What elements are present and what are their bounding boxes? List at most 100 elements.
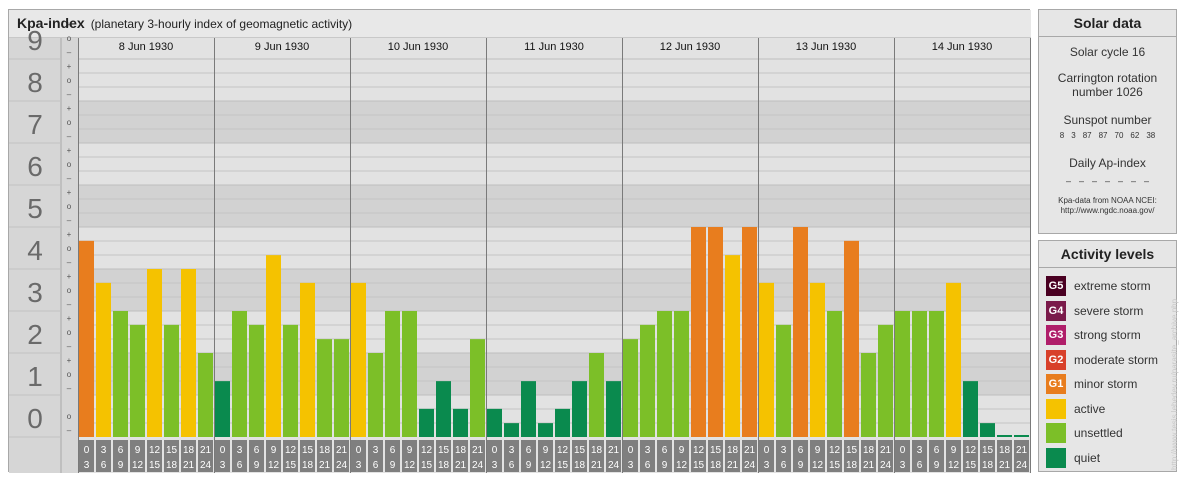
kpa-bar[interactable] [402,311,417,437]
kpa-bar[interactable] [725,255,740,437]
interval-end-label: 15 [285,460,297,471]
interval-start-label: 6 [390,445,396,456]
interval-end-label: 24 [880,460,892,471]
kpa-bar[interactable] [640,324,655,437]
kpa-bar[interactable] [181,269,196,437]
kpa-bar[interactable] [895,311,910,437]
kpa-bar[interactable] [691,227,706,437]
interval-end-label: 12 [540,460,552,471]
kpa-bar[interactable] [147,269,162,437]
kpa-bar[interactable] [708,227,723,437]
kpa-bar[interactable] [79,240,94,437]
kpa-bar[interactable] [300,282,315,437]
carrington-line2: number 1026 [1072,85,1143,99]
kpa-bar[interactable] [827,311,842,437]
kpa-bar[interactable] [844,240,859,437]
kpa-bar[interactable] [487,408,502,437]
interval-start-label: 18 [999,445,1011,456]
level-label: severe storm [1074,303,1144,318]
interval-start-label: 9 [951,445,957,456]
kpa-bar[interactable] [470,339,485,437]
kpa-bar[interactable] [130,324,145,437]
interval-start-label: 6 [526,445,532,456]
kpa-bar[interactable] [1014,435,1029,437]
kpa-bar[interactable] [759,282,774,437]
interval-start-label: 12 [149,445,161,456]
kpa-bar[interactable] [589,353,604,437]
interval-box [79,440,94,472]
kpa-bar[interactable] [504,423,519,437]
interval-box [198,440,213,472]
kpa-bar[interactable] [249,324,264,437]
kpa-bar[interactable] [997,435,1012,437]
interval-end-label: 9 [118,460,124,471]
kpa-bar[interactable] [572,381,587,437]
sunspot-value: 62 [1130,131,1140,140]
interval-box [113,440,128,472]
kpa-bar[interactable] [674,311,689,437]
kpa-bar[interactable] [453,408,468,437]
day-label: 12 Jun 1930 [660,41,721,53]
kpa-bar[interactable] [912,311,927,437]
kpa-bar[interactable] [623,339,638,437]
interval-box [725,440,740,472]
kpa-bar[interactable] [351,282,366,437]
kpa-bar[interactable] [96,282,111,437]
kpa-bar[interactable] [334,339,349,437]
interval-start-label: 9 [815,445,821,456]
interval-box [912,440,927,472]
kpa-bar[interactable] [436,381,451,437]
kpa-bar[interactable] [266,255,281,437]
interval-end-label: 18 [574,460,586,471]
kpa-bar[interactable] [232,311,247,437]
kpa-bar[interactable] [946,282,961,437]
sub-tick-mark: + [67,230,72,239]
interval-end-label: 18 [710,460,722,471]
kpa-bar[interactable] [521,381,536,437]
interval-box [317,440,332,472]
kpa-bar[interactable] [742,227,757,437]
kpa-bar[interactable] [538,423,553,437]
kpa-bar[interactable] [164,324,179,437]
interval-start-label: 15 [166,445,178,456]
kpa-bar[interactable] [113,311,128,437]
kpa-bar[interactable] [793,227,808,437]
kpa-bar[interactable] [198,353,213,437]
sub-tick-mark: o [67,76,72,85]
interval-box [249,440,264,472]
kpa-bar[interactable] [980,423,995,437]
interval-box [402,440,417,472]
kpa-bar[interactable] [368,353,383,437]
kpa-bar[interactable] [929,311,944,437]
interval-end-label: 21 [591,460,603,471]
day-label: 8 Jun 1930 [119,41,173,53]
kpa-bar[interactable] [810,282,825,437]
kpa-bar[interactable] [963,381,978,437]
kpa-bar[interactable] [215,381,230,437]
kpa-bar[interactable] [657,311,672,437]
interval-box [793,440,808,472]
kpa-bar[interactable] [283,324,298,437]
interval-box [181,440,196,472]
activity-level-active: active [1046,398,1105,419]
kpa-bar[interactable] [317,339,332,437]
kpa-bar[interactable] [385,311,400,437]
source-link[interactable]: http://www.ngdc.noaa.gov/ [1060,206,1155,215]
kpa-bar[interactable] [861,353,876,437]
kpa-bar[interactable] [606,381,621,437]
y-tick-label: 1 [27,361,43,392]
sunspot-value: 87 [1082,131,1092,140]
interval-end-label: 12 [132,460,144,471]
kpa-bar[interactable] [878,324,893,437]
interval-end-label: 15 [693,460,705,471]
interval-end-label: 12 [812,460,824,471]
header-strip [9,10,1031,38]
activity-level-moderate-storm: G2 moderate storm [1046,349,1158,370]
interval-end-label: 3 [628,460,634,471]
interval-end-label: 24 [336,460,348,471]
kpa-bar[interactable] [555,408,570,437]
kpa-bar[interactable] [419,408,434,437]
kpa-bar[interactable] [776,324,791,437]
